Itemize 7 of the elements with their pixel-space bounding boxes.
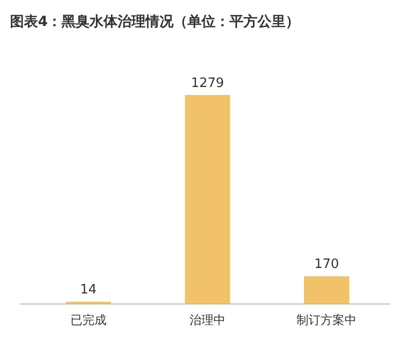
x-tick-label: 已完成 [70,313,106,327]
data-label: 14 [80,282,97,298]
data-label: 1279 [190,76,224,91]
x-tick-label: 治理中 [190,313,226,327]
data-label: 170 [314,257,340,272]
chart-title: 图表4：黑臭水体治理情况（单位：平方公里） [10,13,300,30]
x-tick-label: 制订方案中 [296,313,357,327]
